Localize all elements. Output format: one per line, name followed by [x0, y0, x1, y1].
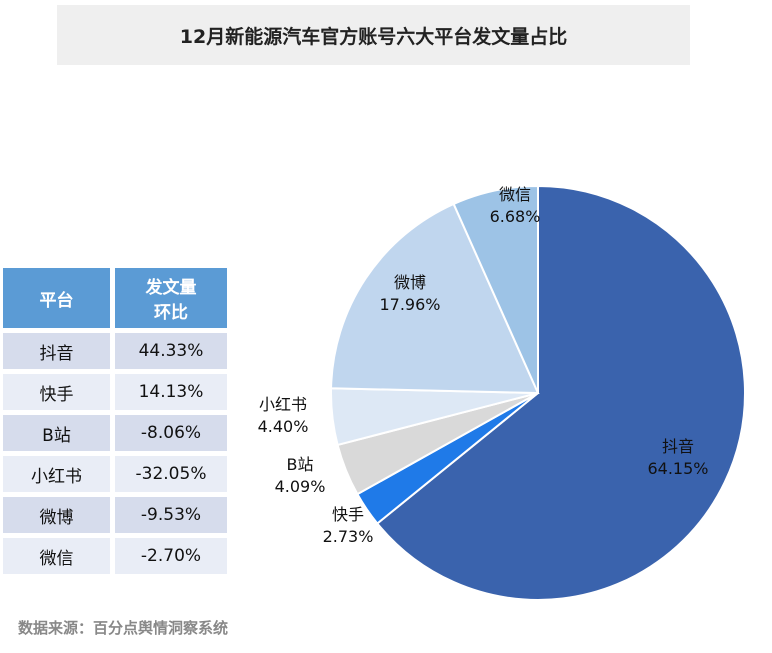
table-cell: -32.05% — [115, 456, 227, 492]
slice-label: 抖音 64.15% — [647, 437, 708, 478]
header-line: 环比 — [154, 303, 188, 323]
table-row: 快手 14.13% — [3, 374, 227, 410]
table-cell: 抖音 — [3, 333, 110, 369]
table-cell: -2.70% — [115, 538, 227, 574]
slice-label: B站 4.09% — [275, 455, 326, 496]
table-cell: 微信 — [3, 538, 110, 574]
slice-category: 抖音 — [662, 437, 694, 456]
table-cell: 小红书 — [3, 456, 110, 492]
table-cell: -8.06% — [115, 415, 227, 451]
table-cell: 快手 — [3, 374, 110, 410]
table-row: 抖音 44.33% — [3, 333, 227, 369]
table-cell: 14.13% — [115, 374, 227, 410]
slice-category: 微博 — [394, 273, 426, 292]
slice-label: 小红书 4.40% — [258, 395, 309, 436]
slice-label: 微信 6.68% — [490, 185, 541, 226]
table-cell: 微博 — [3, 497, 110, 533]
header-line: 发文量 — [145, 278, 197, 298]
header-cell: 平台 — [3, 268, 110, 328]
slice-value: 17.96% — [379, 295, 440, 314]
slice-category: B站 — [287, 455, 314, 474]
table-cell: 44.33% — [115, 333, 227, 369]
slice-value: 64.15% — [647, 459, 708, 478]
table: 平台 发文量 环比 抖音 44.33% 快手 14.13% B站 -8.06% 小红书 -32.05… — [3, 268, 227, 579]
chart-title: 12月新能源汽车官方账号六大平台发文量占比 — [57, 5, 690, 65]
table-row: B站 -8.06% — [3, 415, 227, 451]
pie-slice — [452, 184, 539, 394]
slice-category: 小红书 — [259, 395, 307, 414]
table-row: 微信 -2.70% — [3, 538, 227, 574]
slice-category: 微信 — [499, 185, 531, 204]
pie-slice — [330, 202, 540, 395]
table-row: 小红书 -32.05% — [3, 456, 227, 492]
table-cell: B站 — [3, 415, 110, 451]
pie-slice — [375, 184, 746, 601]
slice-value: 4.40% — [258, 417, 309, 436]
table-header: 平台 发文量 环比 — [3, 268, 227, 328]
header-cell: 发文量 环比 — [115, 268, 227, 328]
source-note: 数据来源：百分点舆情洞察系统 — [18, 619, 229, 637]
table-row: 微博 -9.53% — [3, 497, 227, 533]
slice-label: 快手 2.73% — [323, 505, 374, 546]
slice-label: 微博 17.96% — [379, 273, 440, 314]
slice-value: 4.09% — [275, 477, 326, 496]
table-cell: -9.53% — [115, 497, 227, 533]
slice-value: 6.68% — [490, 207, 541, 226]
slice-category: 快手 — [332, 505, 364, 524]
slice-value: 2.73% — [323, 527, 374, 546]
